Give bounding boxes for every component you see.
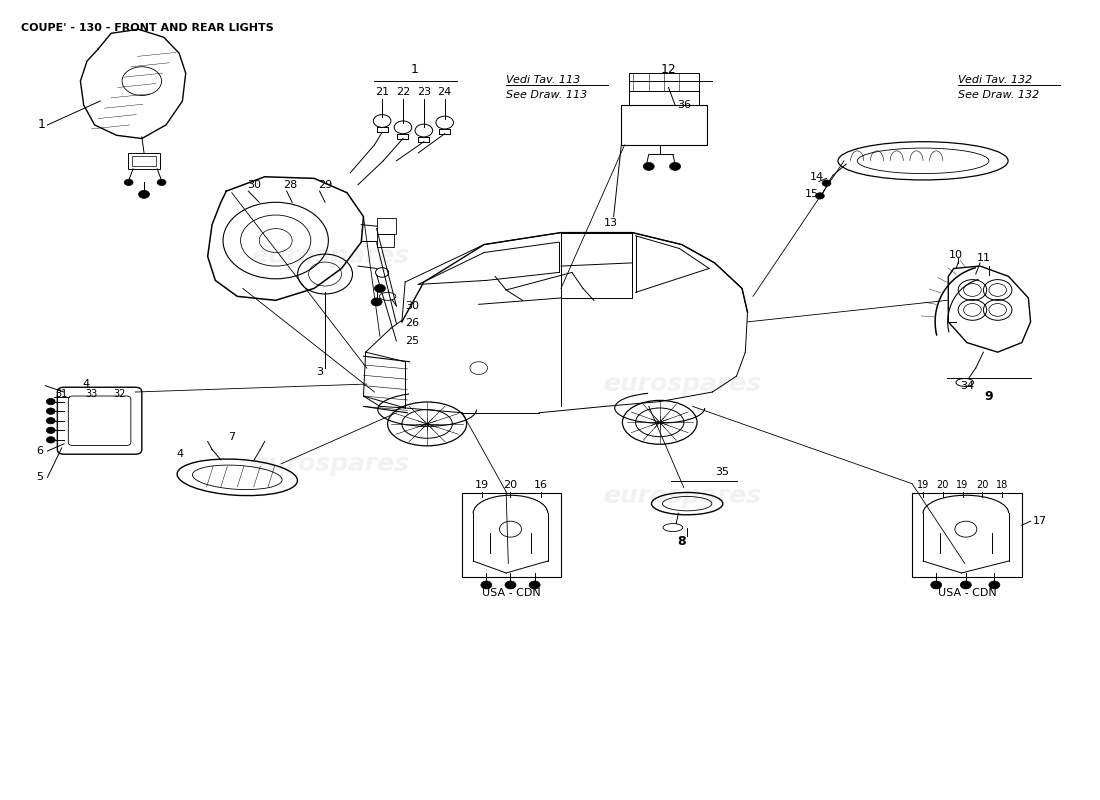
Text: 7: 7 xyxy=(228,432,235,442)
Text: 25: 25 xyxy=(405,336,419,346)
Ellipse shape xyxy=(379,292,396,300)
Circle shape xyxy=(822,180,830,186)
Circle shape xyxy=(374,285,385,292)
Text: 21: 21 xyxy=(375,87,389,98)
Text: 30: 30 xyxy=(246,180,261,190)
Circle shape xyxy=(644,162,654,170)
Bar xyxy=(376,218,396,234)
Text: 20: 20 xyxy=(936,480,949,490)
Text: 14: 14 xyxy=(811,172,824,182)
Text: 28: 28 xyxy=(283,180,297,190)
Text: See Draw. 113: See Draw. 113 xyxy=(506,90,587,101)
Circle shape xyxy=(960,581,971,589)
Text: 15: 15 xyxy=(805,190,818,199)
Text: eurospares: eurospares xyxy=(603,484,761,508)
Circle shape xyxy=(815,193,824,199)
Text: 12: 12 xyxy=(661,62,676,76)
Circle shape xyxy=(46,427,55,434)
Circle shape xyxy=(931,581,942,589)
Text: 1: 1 xyxy=(39,118,46,130)
Circle shape xyxy=(46,408,55,414)
Bar xyxy=(462,494,561,577)
Circle shape xyxy=(529,581,540,589)
Bar xyxy=(376,234,394,247)
Text: Vedi Tav. 132: Vedi Tav. 132 xyxy=(958,74,1033,85)
Text: 9: 9 xyxy=(984,390,993,402)
Bar xyxy=(132,156,156,166)
Bar xyxy=(621,105,707,145)
Text: 4: 4 xyxy=(82,379,89,389)
Text: 26: 26 xyxy=(405,318,419,329)
Text: 16: 16 xyxy=(535,480,548,490)
Text: 20: 20 xyxy=(504,480,518,490)
Text: 33: 33 xyxy=(85,389,98,398)
Bar xyxy=(912,494,1022,577)
Circle shape xyxy=(46,398,55,405)
Text: USA - CDN: USA - CDN xyxy=(482,588,541,598)
Circle shape xyxy=(481,581,492,589)
Text: eurospares: eurospares xyxy=(252,245,409,269)
Text: 34: 34 xyxy=(960,381,974,390)
Text: 31: 31 xyxy=(55,389,67,398)
Text: 36: 36 xyxy=(678,100,691,110)
Text: 35: 35 xyxy=(715,466,729,477)
Circle shape xyxy=(139,190,150,198)
Text: 29: 29 xyxy=(318,180,332,190)
Text: 24: 24 xyxy=(438,87,452,98)
Text: 22: 22 xyxy=(396,87,410,98)
Circle shape xyxy=(505,581,516,589)
Text: COUPE' - 130 - FRONT AND REAR LIGHTS: COUPE' - 130 - FRONT AND REAR LIGHTS xyxy=(21,23,274,34)
Text: 32: 32 xyxy=(113,389,127,398)
Text: 4: 4 xyxy=(177,450,184,459)
Text: 23: 23 xyxy=(417,87,431,98)
Circle shape xyxy=(124,179,133,186)
Text: 5: 5 xyxy=(36,472,43,482)
Text: 19: 19 xyxy=(956,480,969,490)
Bar xyxy=(629,73,700,90)
Text: 11: 11 xyxy=(977,253,990,263)
Circle shape xyxy=(46,437,55,443)
Text: eurospares: eurospares xyxy=(603,372,761,396)
Text: USA - CDN: USA - CDN xyxy=(937,588,997,598)
Text: 6: 6 xyxy=(36,446,43,456)
Text: 19: 19 xyxy=(917,480,930,490)
Text: 20: 20 xyxy=(976,480,989,490)
Text: 19: 19 xyxy=(475,480,490,490)
Text: 1: 1 xyxy=(411,62,419,76)
Circle shape xyxy=(157,179,166,186)
Text: 18: 18 xyxy=(996,480,1009,490)
Text: Vedi Tav. 113: Vedi Tav. 113 xyxy=(506,74,581,85)
Circle shape xyxy=(670,162,681,170)
Circle shape xyxy=(989,581,1000,589)
Bar xyxy=(128,153,161,169)
Text: 10: 10 xyxy=(949,250,962,260)
Text: 8: 8 xyxy=(678,535,686,549)
Circle shape xyxy=(46,418,55,424)
Text: 3: 3 xyxy=(316,367,323,377)
Text: eurospares: eurospares xyxy=(252,452,409,476)
Text: 30: 30 xyxy=(405,301,419,311)
Text: 17: 17 xyxy=(1033,516,1047,526)
Text: 13: 13 xyxy=(603,218,617,228)
Circle shape xyxy=(371,298,382,306)
Text: See Draw. 132: See Draw. 132 xyxy=(958,90,1040,101)
